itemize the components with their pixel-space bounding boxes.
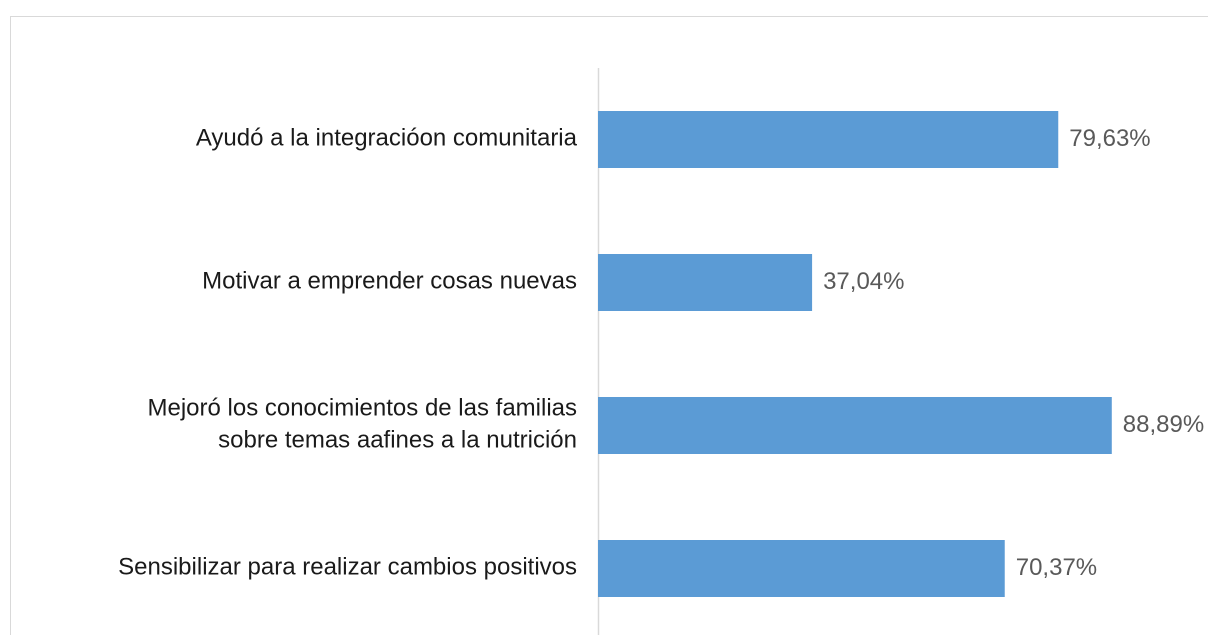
value-label: 79,63%	[1069, 125, 1150, 152]
chart-border	[10, 16, 1208, 635]
value-label: 37,04%	[823, 268, 904, 295]
value-label: 88,89%	[1123, 411, 1204, 438]
bar	[598, 397, 1112, 454]
bar	[598, 111, 1059, 168]
value-label: 70,37%	[1016, 554, 1097, 581]
category-label: Ayudó a la integracióon comunitaria	[196, 125, 578, 152]
bar	[598, 540, 1005, 597]
bar	[598, 254, 813, 311]
category-label-line: Motivar a emprender cosas nuevas	[202, 268, 577, 295]
category-label-line: Mejoró los conocimientos de las familias	[147, 395, 577, 422]
category-label: Sensibilizar para realizar cambios posit…	[118, 554, 577, 581]
category-label-line: Ayudó a la integracióon comunitaria	[196, 125, 578, 152]
category-label: Mejoró los conocimientos de las familias…	[147, 395, 577, 454]
category-label-line: sobre temas aafines a la nutrición	[218, 427, 577, 454]
category-label-line: Sensibilizar para realizar cambios posit…	[118, 554, 577, 581]
category-label: Motivar a emprender cosas nuevas	[202, 268, 577, 295]
